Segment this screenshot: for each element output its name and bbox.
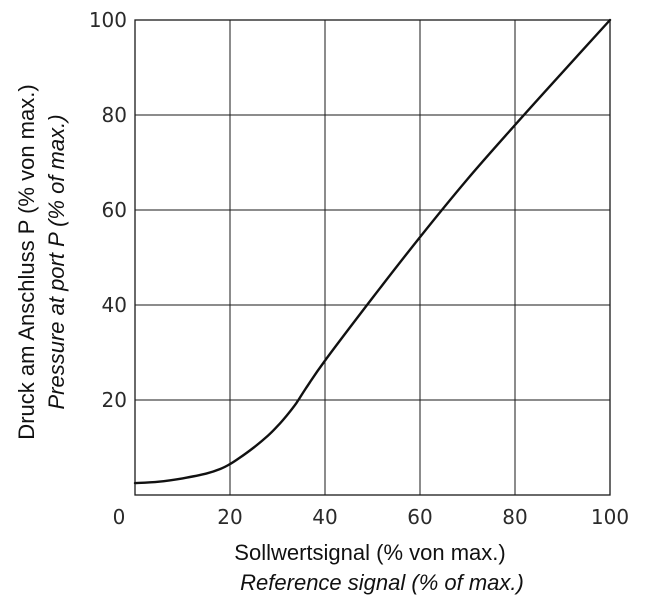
x-tick-label: 60 — [407, 505, 432, 529]
y-axis-title: Druck am Anschluss P (% von max.) — [14, 84, 39, 439]
y-axis-title-secondary: Pressure at port P (% of max.) — [44, 114, 69, 409]
plot-frame — [134, 19, 611, 496]
x-axis-title: Sollwertsignal (% von max.) — [234, 540, 505, 565]
x-tick-label: 80 — [502, 505, 527, 529]
series-line — [133, 18, 612, 485]
series — [133, 18, 612, 485]
y-tick-label: 60 — [102, 198, 127, 222]
y-tick-label: 20 — [102, 388, 127, 412]
x-axis-title-secondary: Reference signal (% of max.) — [240, 570, 524, 595]
y-tick-labels: 20 40 60 80 100 — [89, 8, 127, 412]
y-tick-label: 40 — [102, 293, 127, 317]
x-tick-label: 20 — [217, 505, 242, 529]
x-tick-label: 0 — [113, 505, 126, 529]
y-tick-label: 100 — [89, 8, 127, 32]
x-tick-labels: 0 20 40 60 80 100 — [113, 505, 629, 529]
x-tick-label: 100 — [591, 505, 629, 529]
grid — [135, 20, 610, 495]
x-tick-label: 40 — [312, 505, 337, 529]
y-tick-label: 80 — [102, 103, 127, 127]
